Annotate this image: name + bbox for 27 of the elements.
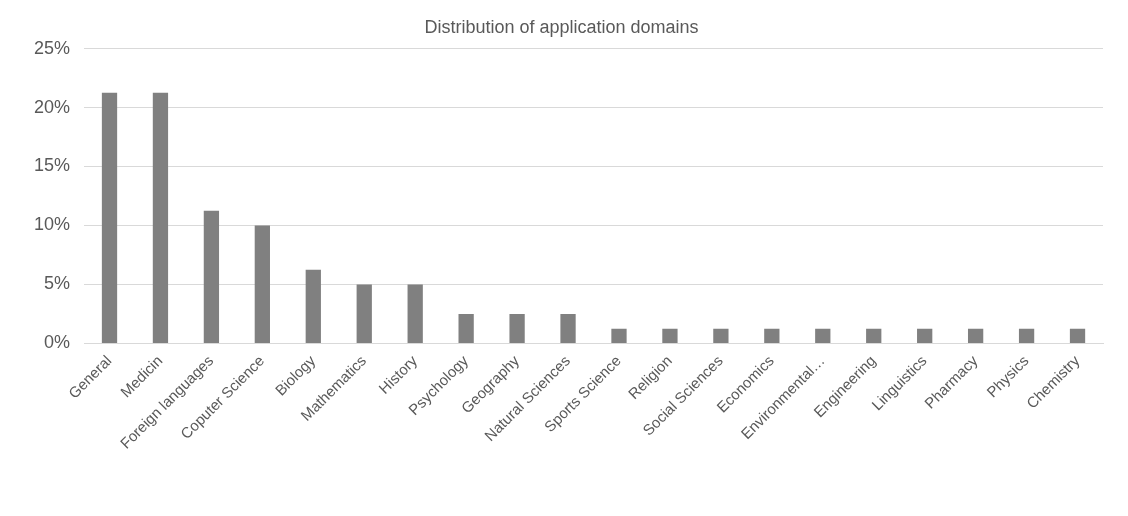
bar: [356, 284, 372, 343]
bar: [203, 210, 220, 343]
y-tick-label: 20%: [34, 96, 71, 117]
y-tick-label: 15%: [34, 155, 71, 176]
bar: [611, 328, 627, 343]
y-tick-label: 0%: [44, 332, 71, 353]
bar: [967, 328, 984, 343]
bar: [305, 269, 321, 343]
bar: [713, 328, 729, 343]
bar: [101, 92, 118, 343]
bar: [1018, 328, 1035, 343]
bar: [458, 313, 474, 343]
bar: [152, 92, 169, 343]
bar: [254, 225, 270, 343]
bar: [764, 328, 780, 343]
bar: [917, 328, 933, 343]
bar: [866, 328, 882, 343]
chart-title: Distribution of application domains: [424, 16, 699, 37]
y-tick-label: 5%: [44, 273, 71, 294]
bar: [662, 328, 678, 343]
bar: [407, 284, 423, 343]
y-tick-label: 10%: [34, 214, 71, 235]
y-tick-label: 25%: [34, 37, 71, 58]
bar: [509, 313, 525, 343]
bar: [815, 328, 831, 343]
bar: [1069, 328, 1086, 343]
bar: [560, 313, 576, 343]
